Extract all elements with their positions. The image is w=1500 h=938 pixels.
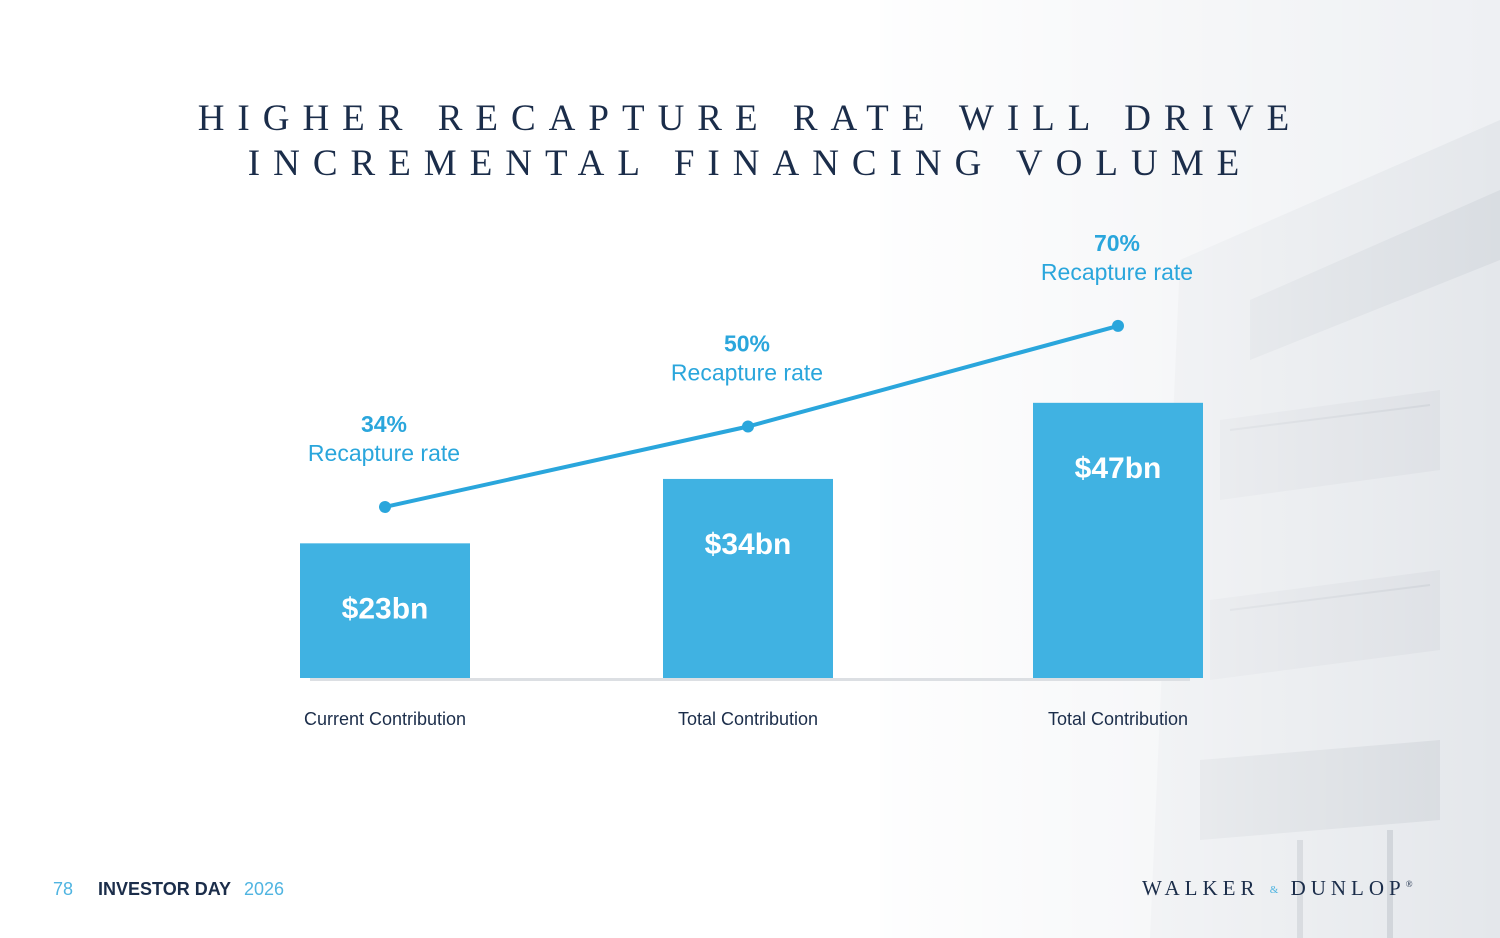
page-number: 78 <box>53 879 74 899</box>
category-label-3: Total Contribution <box>1048 709 1188 729</box>
recapture-rate-point-1 <box>379 500 391 513</box>
logo-ampersand: & <box>1269 884 1281 897</box>
x-axis-line <box>310 678 1190 681</box>
category-label-2: Total Contribution <box>678 709 818 729</box>
logo-registered-mark: ® <box>1405 879 1413 889</box>
recapture-rate-caption-1: Recapture rate <box>308 440 460 466</box>
recapture-rate-point-2 <box>742 420 754 433</box>
bar-value-label-3: $47bn <box>1075 452 1162 485</box>
logo-word-dunlop: DUNLOP <box>1290 876 1406 900</box>
category-label-1: Current Contribution <box>304 709 466 729</box>
company-logo: WALKER & DUNLOP® <box>1142 876 1413 901</box>
footer-event-name: INVESTOR DAY <box>98 879 232 899</box>
bar-2 <box>663 478 833 678</box>
recapture-rate-value-3: 70% <box>1094 230 1140 256</box>
recapture-rate-caption-3: Recapture rate <box>1041 259 1193 285</box>
slide-title: HIGHER RECAPTURE RATE WILL DRIVE INCREME… <box>0 96 1500 186</box>
bar-1 <box>300 543 470 678</box>
bar-3 <box>1033 402 1203 678</box>
slide-title-line-1: HIGHER RECAPTURE RATE WILL DRIVE <box>197 98 1303 139</box>
recapture-rate-value-1: 34% <box>361 411 407 437</box>
bar-value-label-1: $23bn <box>342 592 429 625</box>
bar-value-label-2: $34bn <box>705 528 792 561</box>
logo-word-walker: WALKER <box>1142 876 1260 900</box>
slide-title-line-2: INCREMENTAL FINANCING VOLUME <box>247 143 1253 184</box>
recapture-rate-value-2: 50% <box>724 331 770 357</box>
recapture-rate-point-3 <box>1112 319 1124 332</box>
recapture-rate-caption-2: Recapture rate <box>671 360 823 386</box>
footer-event-year: 2026 <box>244 879 285 899</box>
